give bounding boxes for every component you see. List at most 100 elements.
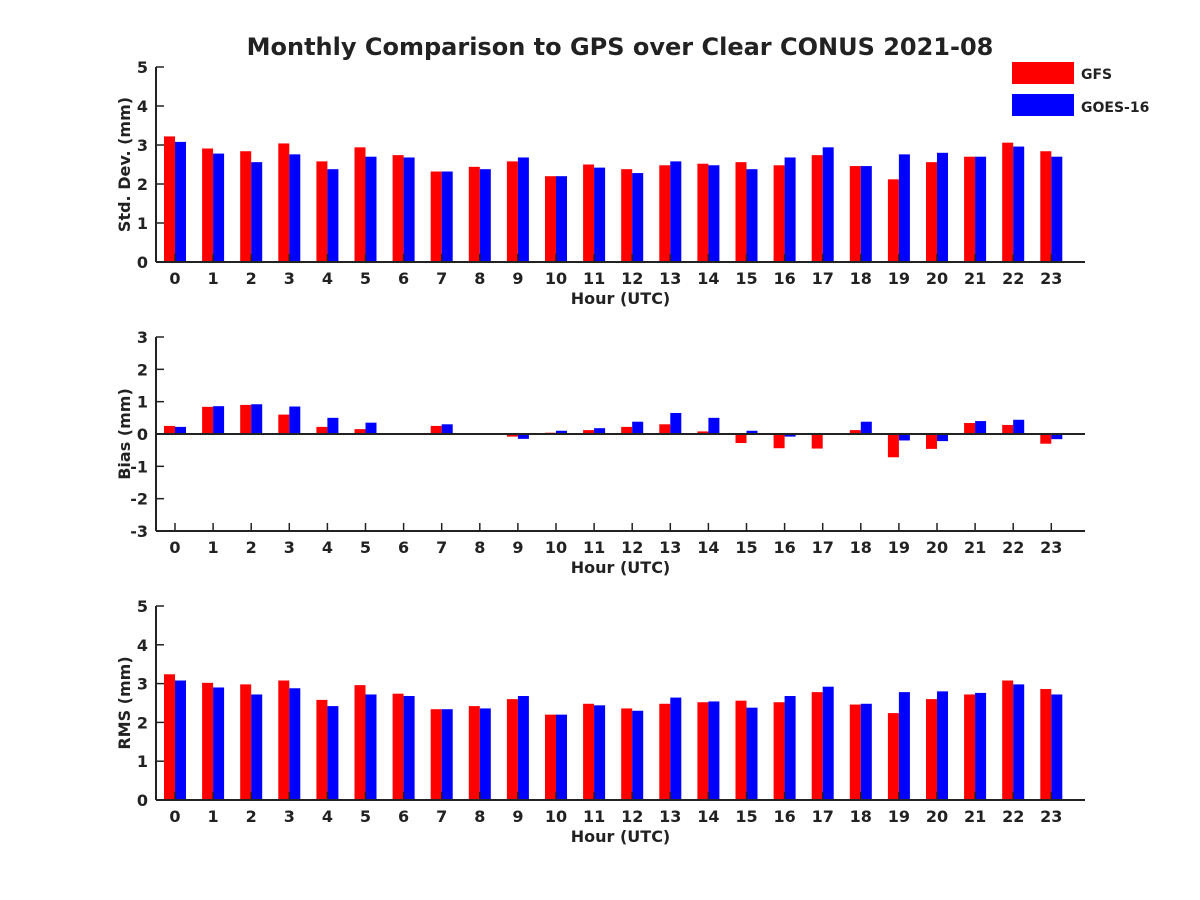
x-tick-label: 3 <box>284 807 295 826</box>
bar-gfs-hour-12 <box>621 426 633 434</box>
y-tick-label: 1 <box>137 214 148 233</box>
legend-label-gfs: GFS <box>1081 67 1112 83</box>
x-tick-label: 16 <box>773 538 795 557</box>
y-axis-label: RMS (mm) <box>115 656 134 749</box>
x-tick-label: 10 <box>545 807 567 826</box>
bar-gfs-hour-3 <box>278 414 290 434</box>
legend-label-goes16: GOES-16 <box>1081 100 1149 116</box>
x-tick-label: 5 <box>360 807 371 826</box>
x-tick-label: 19 <box>888 538 910 557</box>
x-tick-label: 1 <box>208 538 219 557</box>
y-tick-label: 1 <box>137 752 148 771</box>
bar-gfs-hour-18 <box>849 166 861 262</box>
y-tick-label: 5 <box>137 597 148 616</box>
x-tick-label: 9 <box>512 269 523 288</box>
bar-gfs-hour-0 <box>164 136 175 262</box>
bar-gfs-hour-15 <box>735 434 747 444</box>
y-tick-label: 3 <box>137 136 148 155</box>
x-tick-label: 10 <box>545 269 567 288</box>
y-tick-label: 4 <box>137 97 148 116</box>
bar-gfs-hour-4 <box>316 426 328 434</box>
x-tick-label: 14 <box>697 538 719 557</box>
bar-gfs-hour-8 <box>468 166 480 262</box>
bar-goes16-hour-20 <box>937 152 948 262</box>
y-tick-label: 2 <box>137 360 148 379</box>
bar-goes16-hour-0 <box>175 680 186 800</box>
bar-goes16-hour-23 <box>1051 694 1063 800</box>
bar-gfs-hour-16 <box>773 434 785 449</box>
x-tick-label: 22 <box>1002 807 1024 826</box>
x-tick-label: 2 <box>246 269 257 288</box>
x-tick-label: 18 <box>850 269 872 288</box>
bar-goes16-hour-12 <box>632 710 644 800</box>
legend-swatch-goes16 <box>1012 94 1074 116</box>
x-axis-label: Hour (UTC) <box>571 289 671 308</box>
x-tick-label: 11 <box>583 807 605 826</box>
bar-goes16-hour-5 <box>365 422 377 434</box>
bar-gfs-hour-11 <box>583 164 595 262</box>
x-tick-label: 23 <box>1040 807 1062 826</box>
bar-gfs-hour-23 <box>1040 434 1052 444</box>
bar-goes16-hour-2 <box>251 162 263 262</box>
bar-gfs-hour-2 <box>240 404 252 434</box>
x-tick-label: 16 <box>773 807 795 826</box>
bar-goes16-hour-1 <box>213 687 225 800</box>
bar-goes16-hour-7 <box>441 709 453 800</box>
x-tick-label: 21 <box>964 538 986 557</box>
bar-gfs-hour-1 <box>202 148 214 262</box>
legend: GFS GOES-16 <box>1012 62 1149 116</box>
x-tick-label: 9 <box>512 538 523 557</box>
bar-gfs-hour-5 <box>354 147 366 262</box>
x-axis-label: Hour (UTC) <box>571 827 671 846</box>
y-tick-label: 0 <box>137 425 148 444</box>
bar-gfs-hour-10 <box>545 176 556 262</box>
bar-gfs-hour-9 <box>506 699 518 800</box>
bar-goes16-hour-22 <box>1013 419 1025 434</box>
x-tick-label: 9 <box>512 807 523 826</box>
y-axis-label: Std. Dev. (mm) <box>115 97 134 232</box>
bar-gfs-hour-9 <box>506 161 518 262</box>
bar-goes16-hour-17 <box>822 147 834 262</box>
x-tick-label: 16 <box>773 269 795 288</box>
bar-goes16-hour-11 <box>594 167 606 262</box>
x-tick-label: 12 <box>621 807 643 826</box>
bar-goes16-hour-14 <box>708 417 720 434</box>
y-tick-label: -1 <box>130 457 148 476</box>
bar-goes16-hour-14 <box>708 701 720 800</box>
x-axis-label: Hour (UTC) <box>571 558 671 577</box>
bar-gfs-hour-20 <box>926 162 937 262</box>
x-tick-label: 17 <box>812 807 834 826</box>
bar-goes16-hour-22 <box>1013 146 1025 262</box>
bar-goes16-hour-6 <box>403 157 415 262</box>
bar-goes16-hour-21 <box>975 692 987 800</box>
bar-gfs-hour-4 <box>316 699 328 800</box>
bar-gfs-hour-15 <box>735 162 747 262</box>
x-tick-label: 0 <box>169 269 180 288</box>
bar-goes16-hour-12 <box>632 421 644 434</box>
bar-goes16-hour-15 <box>746 430 758 434</box>
bar-gfs-hour-17 <box>811 692 823 800</box>
x-tick-label: 8 <box>474 807 485 826</box>
bar-gfs-hour-16 <box>773 165 785 262</box>
y-tick-label: 1 <box>137 393 148 412</box>
x-tick-label: 1 <box>208 269 219 288</box>
bar-gfs-hour-13 <box>659 165 671 262</box>
bar-goes16-hour-23 <box>1051 156 1063 262</box>
x-tick-label: 2 <box>246 538 257 557</box>
x-tick-label: 23 <box>1040 269 1062 288</box>
x-tick-label: 1 <box>208 807 219 826</box>
y-tick-label: 0 <box>137 791 148 810</box>
x-tick-label: 14 <box>697 807 719 826</box>
bar-goes16-hour-16 <box>784 157 796 262</box>
y-axis-label: Bias (mm) <box>115 388 134 480</box>
x-tick-label: 15 <box>735 269 757 288</box>
bar-gfs-hour-18 <box>849 430 861 434</box>
bar-gfs-hour-20 <box>926 699 937 800</box>
bar-goes16-hour-15 <box>746 169 758 262</box>
bar-gfs-hour-1 <box>202 682 214 800</box>
bar-gfs-hour-10 <box>545 714 556 800</box>
x-tick-label: 21 <box>964 269 986 288</box>
bar-gfs-hour-14 <box>697 163 709 262</box>
x-tick-label: 12 <box>621 538 643 557</box>
